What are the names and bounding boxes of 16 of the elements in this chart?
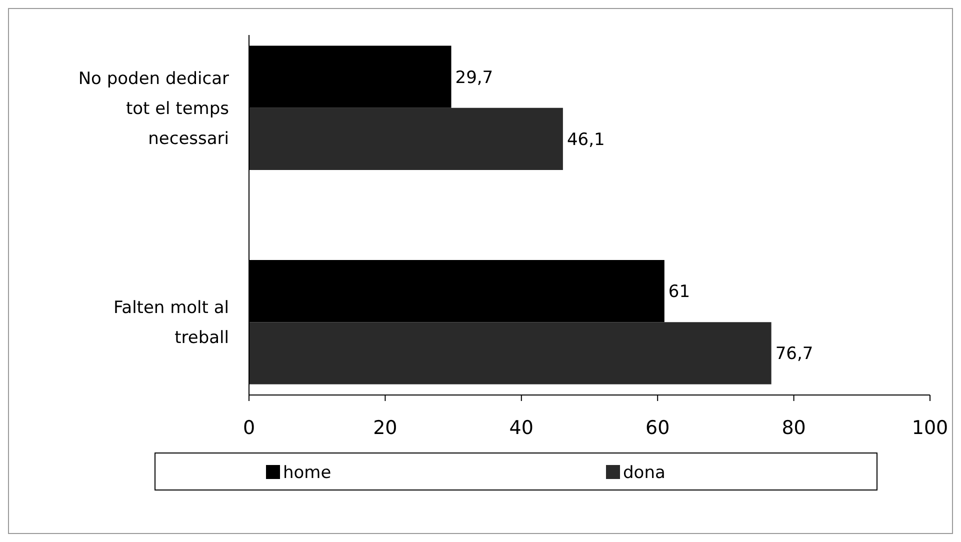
bar [249,108,563,170]
y-tick-label: No poden dedicar tot el temps necessari [78,68,230,149]
data-label: 61 [668,282,690,302]
x-tick-label: 40 [509,417,534,439]
x-tick-label: 0 [242,417,256,439]
x-tick-label: 60 [646,417,670,439]
x-tick-label: 100 [912,417,948,439]
data-label: 46,1 [566,130,605,150]
legend-label: dona [623,463,666,483]
data-label: 29,7 [455,68,494,88]
x-tick-label: 80 [782,417,806,439]
x-tick-label: 20 [373,417,398,439]
data-label: 76,7 [775,344,814,364]
y-tick-label: Falten molt al treball [113,298,229,348]
legend-label: home [283,463,332,483]
bar [249,322,772,384]
